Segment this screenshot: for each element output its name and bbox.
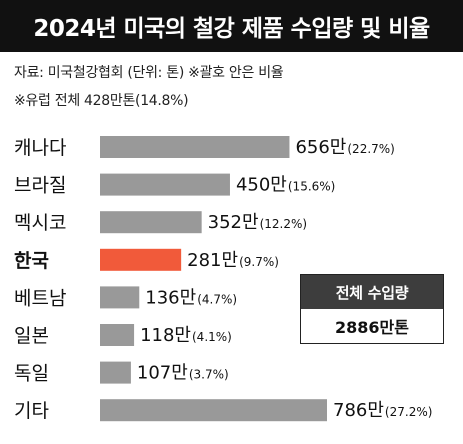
total-import-value: 2886만톤 <box>335 318 409 337</box>
value-label: 281만(9.7%) <box>187 250 279 271</box>
value-label: 786만(27.2%) <box>333 400 432 421</box>
value-label: 118만(4.1%) <box>140 325 232 346</box>
value-label: 352만(12.2%) <box>208 212 307 233</box>
bar <box>100 361 131 384</box>
source-note: 자료: 미국철강협회 (단위: 톤) ※괄호 안은 비율 <box>14 65 284 81</box>
bar <box>100 211 202 234</box>
category-label: 기타 <box>14 400 49 422</box>
total-import-box: 전체 수입량 2886만톤 <box>300 274 444 344</box>
category-label: 베트남 <box>14 287 66 309</box>
category-label: 일본 <box>14 325 49 347</box>
category-label: 독일 <box>14 363 49 385</box>
value-label: 450만(15.6%) <box>236 175 335 196</box>
chart-title: 2024년 미국의 철강 제품 수입량 및 비율 <box>0 0 463 52</box>
total-import-label: 전체 수입량 <box>301 275 443 309</box>
bar <box>100 286 140 309</box>
value-label: 107만(3.7%) <box>137 363 229 384</box>
europe-note: ※유럽 전체 428만톤(14.8%) <box>14 93 189 109</box>
category-label: 멕시코 <box>14 212 66 234</box>
category-label: 브라질 <box>14 175 66 197</box>
category-label: 캐나다 <box>14 137 66 159</box>
bar <box>100 136 290 158</box>
category-label: 한국 <box>14 250 49 272</box>
value-label: 656만(22.7%) <box>295 137 394 158</box>
bar-highlight <box>100 248 182 271</box>
bar <box>100 173 230 196</box>
value-label: 136만(4.7%) <box>145 287 237 308</box>
bar <box>100 399 327 422</box>
bar <box>100 324 135 346</box>
